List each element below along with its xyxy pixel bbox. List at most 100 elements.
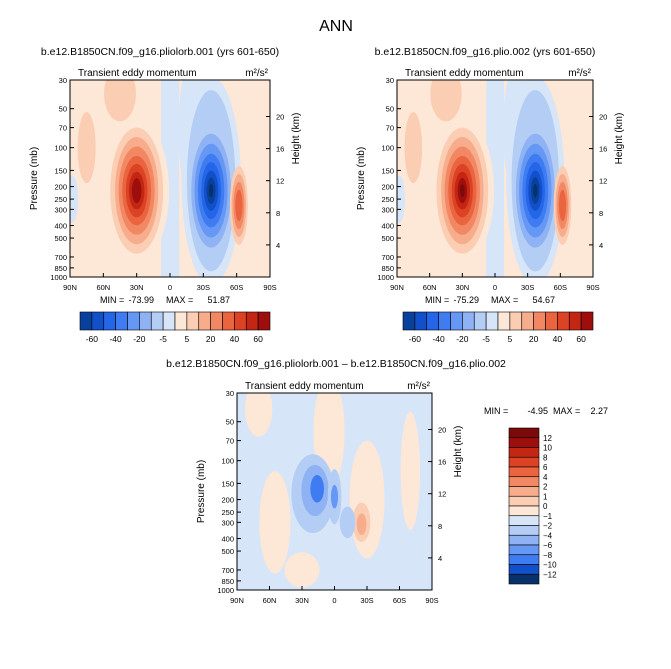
- pressure-tick-label: 150: [221, 479, 234, 488]
- pressure-tick-label: 300: [381, 205, 394, 214]
- colorbar-label: −8: [543, 551, 553, 560]
- contour-band-neg: [161, 80, 180, 277]
- lat-tick-label: 90S: [586, 283, 599, 292]
- colorbar-swatch: [508, 534, 540, 546]
- contour-region: [330, 484, 339, 509]
- colorbar-swatch: [245, 311, 259, 331]
- max-label: MAX =: [553, 406, 580, 416]
- height-tick-label: 4: [599, 241, 603, 250]
- colorbar-swatch: [150, 311, 164, 331]
- lat-tick-label: 60N: [423, 283, 437, 292]
- variable-label: Transient eddy momentum: [78, 68, 197, 79]
- lat-tick-label: 30N: [295, 596, 309, 605]
- height-tick-label: 8: [438, 522, 442, 531]
- pressure-tick-label: 250: [221, 508, 234, 517]
- variable-label: Transient eddy momentum: [405, 68, 524, 79]
- page-title: ANN: [319, 18, 353, 35]
- height-tick-label: 12: [438, 490, 446, 499]
- lat-tick-label: 90N: [230, 596, 244, 605]
- contour-region: [356, 513, 367, 536]
- height-tick-label: 16: [599, 145, 607, 154]
- pressure-tick-label: 150: [54, 166, 67, 175]
- pressure-tick-label: 850: [54, 264, 67, 273]
- colorbar-swatch: [557, 311, 570, 331]
- colorbar-label: 0: [543, 502, 548, 511]
- colorbar-swatch: [521, 311, 534, 331]
- max-value: 54.67: [532, 295, 555, 305]
- pressure-tick-label: 400: [221, 535, 234, 544]
- pressure-tick-label: 30: [59, 76, 67, 85]
- colorbar-swatch: [497, 311, 511, 331]
- colorbar-swatch: [508, 515, 540, 526]
- pressure-tick-label: 700: [221, 566, 234, 575]
- panel-left: b.e12.B1850CN.f09_g16.pliolorb.001 (yrs …: [29, 46, 302, 344]
- lat-tick-label: 60S: [554, 283, 567, 292]
- contour-region: [339, 506, 356, 539]
- y2-axis-label: Height (km): [291, 113, 302, 165]
- y2-axis-label: Height (km): [614, 113, 625, 165]
- colorbar-swatch: [473, 311, 487, 331]
- colorbar-swatch: [222, 311, 235, 331]
- height-tick-label: 20: [276, 112, 284, 121]
- height-tick-label: 20: [599, 112, 607, 121]
- colorbar-swatch: [91, 311, 105, 331]
- case-title: b.e12.B1850CN.f09_g16.pliolorb.001 – b.e…: [166, 358, 506, 370]
- pressure-tick-label: 700: [381, 253, 394, 262]
- colorbar-label: 20: [206, 334, 216, 344]
- colorbar-label: -5: [482, 334, 490, 344]
- colorbar-label: 60: [576, 334, 586, 344]
- colorbar-label: 5: [185, 334, 190, 344]
- contour-max-pos: [459, 184, 465, 197]
- lat-tick-label: 30S: [521, 283, 534, 292]
- pressure-tick-label: 100: [221, 457, 234, 466]
- colorbar-label: −6: [543, 541, 553, 550]
- lat-tick-label: 0: [332, 596, 336, 605]
- colorbar-label: 6: [543, 463, 548, 472]
- colorbar-swatch: [210, 311, 223, 331]
- colorbar-swatch: [508, 486, 540, 497]
- colorbar-swatch: [127, 311, 140, 331]
- colorbar-swatch: [508, 505, 540, 517]
- colorbar-swatch: [139, 311, 152, 331]
- colorbar: -60 -40 -20 -5 5 20 40 60: [79, 311, 271, 344]
- units-label: m²/s²: [245, 68, 268, 79]
- lat-tick-label: 30N: [455, 283, 469, 292]
- min-value: -4.95: [527, 406, 548, 416]
- colorbar-swatch: [508, 427, 540, 439]
- lat-tick-label: 90S: [425, 596, 438, 605]
- pressure-tick-label: 700: [54, 253, 67, 262]
- y-axis-label: Pressure (mb): [356, 147, 367, 210]
- pressure-tick-label: 30: [226, 389, 234, 398]
- pressure-tick-label: 300: [54, 205, 67, 214]
- colorbar-swatch: [508, 554, 540, 565]
- colorbar-label: -60: [409, 334, 422, 344]
- lat-tick-label: 30N: [130, 283, 144, 292]
- colorbar-swatch: [508, 456, 540, 468]
- pressure-tick-label: 70: [226, 437, 234, 446]
- colorbar-label: −1: [543, 512, 553, 521]
- lat-tick-label: 0: [493, 283, 497, 292]
- colorbar-swatch: [508, 476, 540, 487]
- pressure-tick-label: 1000: [217, 586, 234, 595]
- colorbar-swatch: [508, 564, 540, 575]
- min-value: -73.99: [128, 295, 154, 305]
- colorbar-swatch: [162, 311, 176, 331]
- pressure-tick-label: 100: [54, 144, 67, 153]
- y-axis-label: Pressure (mb): [29, 147, 40, 210]
- height-tick-label: 16: [438, 458, 446, 467]
- pressure-tick-label: 850: [381, 264, 394, 273]
- pressure-tick-label: 200: [54, 183, 67, 192]
- contour-lobe-pos: [104, 80, 136, 122]
- case-title: b.e12.B1850CN.f09_g16.plio.002 (yrs 601-…: [375, 46, 596, 58]
- colorbar-label: -40: [432, 334, 445, 344]
- contour-lobe-pos: [404, 112, 423, 184]
- lat-tick-label: 60N: [263, 596, 277, 605]
- lat-tick-label: 90N: [390, 283, 404, 292]
- lat-tick-label: 60S: [393, 596, 406, 605]
- contour-lobe-pos: [77, 112, 96, 184]
- contour-region: [284, 552, 320, 588]
- height-tick-label: 4: [438, 554, 442, 563]
- height-tick-label: 8: [599, 209, 603, 218]
- colorbar-label: 10: [543, 444, 552, 453]
- max-value: 51.87: [207, 295, 230, 305]
